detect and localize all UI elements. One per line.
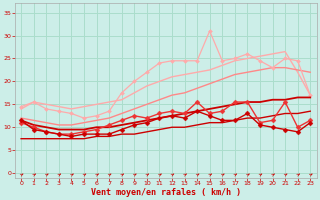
X-axis label: Vent moyen/en rafales ( km/h ): Vent moyen/en rafales ( km/h ) (91, 188, 241, 197)
